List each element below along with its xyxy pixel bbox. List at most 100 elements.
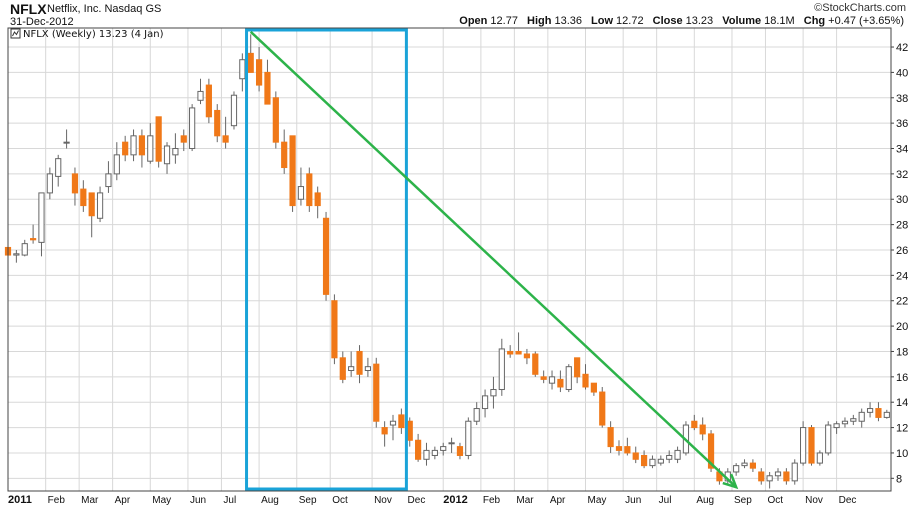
x-tick-label: Apr [115,495,131,506]
candle-body-up [825,424,832,454]
candle-body-down [205,84,212,118]
candle [632,446,639,464]
candle-body-down [599,391,606,426]
chart-date: 31-Dec-2012 [10,16,74,28]
candle-body-down [624,446,631,454]
candle [71,167,79,206]
candle [456,442,464,460]
y-tick-label: 18 [896,346,908,358]
y-tick-label: 10 [896,448,908,460]
y-tick-label: 14 [896,397,908,409]
candle-body-up [800,427,807,464]
candle [699,417,706,441]
x-tick-label: Aug [696,495,714,506]
candle [46,167,53,200]
candle-body-up [130,135,137,156]
close-value: 13.23 [685,15,714,27]
x-tick-label: Sep [299,495,317,506]
plot-frame [7,27,892,492]
y-tick-label: 8 [896,473,902,485]
candle [364,357,371,377]
candle-body-down [582,373,589,388]
x-tick-label: Feb [48,495,66,506]
candle-body-up [774,471,782,477]
candle-body-up [440,446,447,451]
candle-body-down [272,97,279,143]
candle-body-down [632,452,639,460]
company-name: Netflix, Inc. Nasdaq GS [47,3,161,15]
x-tick-label: Jul [223,495,236,506]
y-axis: 8 10 12 14 16 18 20 22 24 26 28 30 32 34 36 38 40 42 [891,42,908,485]
candle-body-down [71,173,79,194]
candle-body-down [356,350,363,375]
candle [649,455,656,469]
candle-body-down [331,300,338,359]
candle-body-down [30,238,37,241]
x-tick-label: Nov [805,495,823,506]
candle [406,417,413,447]
candle-body-up [96,192,104,219]
candle-body-up [55,158,62,177]
candle-body-down [155,116,162,162]
candle-body-down [590,382,597,393]
candle [841,417,849,428]
candle-body-down [532,353,539,375]
candle [281,129,288,174]
candle-body-down [707,433,715,469]
company-label: Netflix, Inc. [47,3,102,15]
candle [222,116,229,149]
x-tick-label: Aug [261,495,279,506]
candle [431,446,438,460]
candle [272,91,279,149]
open-value: 12.77 [490,15,518,27]
candle-body-down [691,420,698,429]
x-tick-label: Jul [659,495,672,506]
candle [774,468,782,481]
ticker-symbol: NFLX [10,1,47,17]
candle-body-down [640,454,648,467]
candle [565,364,572,393]
candle [423,442,430,466]
candle-body-up [105,173,112,188]
y-tick-label: 26 [896,245,908,257]
candle-body-up [448,442,455,445]
y-tick-label: 20 [896,321,908,333]
candle-body-up [113,154,120,175]
candle [850,414,857,426]
candle-body-up [816,452,823,464]
candle [63,129,70,149]
candle [749,459,757,472]
candle-body-up [649,458,656,467]
candle [55,154,62,187]
candle-body-up [348,366,355,371]
candle [733,463,740,476]
candle-body-down [456,446,464,456]
candle [197,78,204,105]
candle-body-up [858,411,865,422]
candle [498,338,505,396]
candle [657,455,664,466]
candle [599,386,606,428]
candle [30,224,37,244]
candle-body-down [322,217,330,295]
candle [440,442,447,456]
candle-body-down [381,427,388,435]
candle [297,167,305,206]
y-tick-label: 40 [896,67,908,79]
candle [582,364,589,390]
candle [13,249,20,263]
candle-body-down [875,408,882,418]
candle-body-up [13,253,20,256]
candle-body-down [808,427,815,464]
candle-body-up [733,465,740,473]
candle [532,351,539,377]
x-tick-label: 2011 [8,494,32,506]
candle [800,421,807,466]
candle [833,421,840,434]
candle-body-down [557,378,564,388]
candle [691,414,698,431]
candle [883,409,890,419]
candle-body-up [833,423,840,429]
x-tick-label: Dec [408,495,426,506]
candle [80,180,87,212]
